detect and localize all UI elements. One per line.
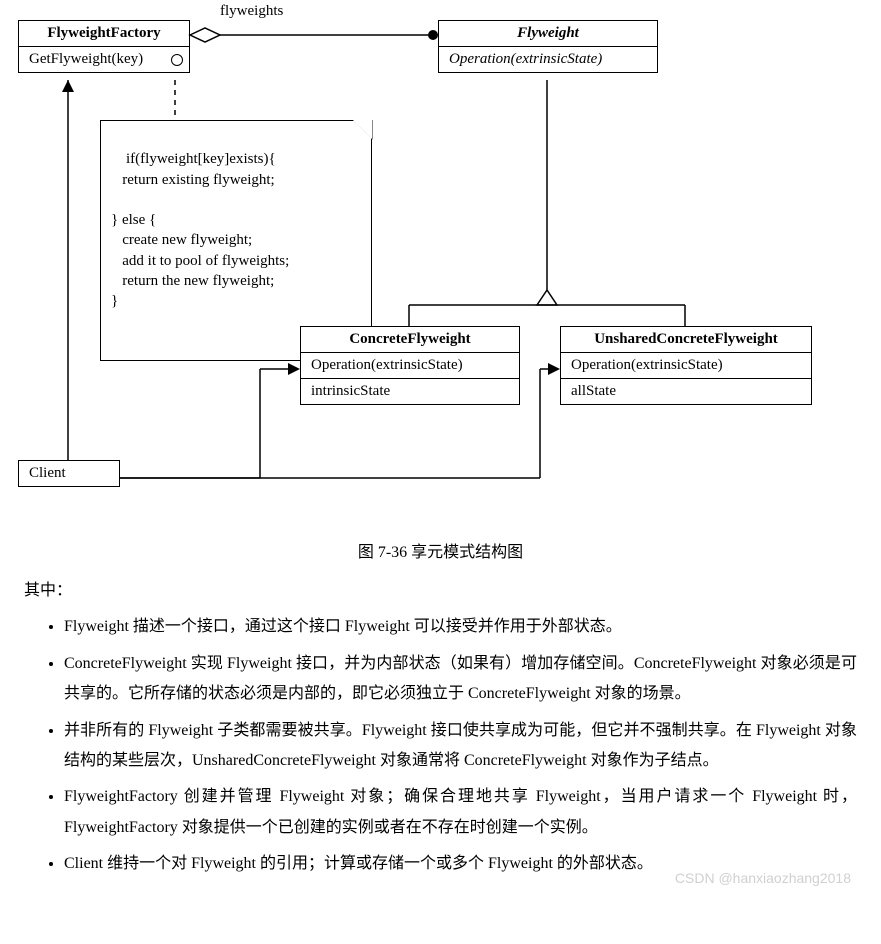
class-unsharedconcreteflyweight: UnsharedConcreteFlyweight Operation(extr…	[560, 326, 812, 405]
class-client: Client	[18, 460, 120, 487]
uml-diagram: FlyweightFactory GetFlyweight(key) Flywe…	[0, 0, 881, 530]
class-title: FlyweightFactory	[19, 21, 189, 47]
edge-client-factory	[62, 80, 74, 460]
figure-caption: 图 7-36 享元模式结构图	[0, 538, 881, 562]
bullet-item: ConcreteFlyweight 实现 Flyweight 接口，并为内部状态…	[64, 649, 857, 710]
class-title: UnsharedConcreteFlyweight	[561, 327, 811, 353]
class-method: Operation(extrinsicState)	[439, 47, 657, 72]
lollipop-icon	[171, 54, 183, 66]
bullet-item: FlyweightFactory 创建并管理 Flyweight 对象；确保合理…	[64, 782, 857, 843]
lead-text: 其中：	[24, 576, 857, 606]
association-label: flyweights	[220, 3, 283, 20]
note-text: if(flyweight[key]exists){ return existin…	[111, 151, 289, 309]
bullet-item: 并非所有的 Flyweight 子类都需要被共享。Flyweight 接口使共享…	[64, 716, 857, 777]
description-text: 其中： Flyweight 描述一个接口，通过这个接口 Flyweight 可以…	[0, 576, 881, 898]
bullet-list: Flyweight 描述一个接口，通过这个接口 Flyweight 可以接受并作…	[24, 612, 857, 879]
uml-note: if(flyweight[key]exists){ return existin…	[100, 120, 372, 361]
method-text: GetFlyweight(key)	[29, 51, 143, 67]
class-concreteflyweight: ConcreteFlyweight Operation(extrinsicSta…	[300, 326, 520, 405]
edge-inheritance	[409, 80, 685, 326]
class-flyweightfactory: FlyweightFactory GetFlyweight(key)	[18, 20, 190, 73]
class-method: Operation(extrinsicState)	[561, 353, 811, 379]
bullet-item: Flyweight 描述一个接口，通过这个接口 Flyweight 可以接受并作…	[64, 612, 857, 642]
note-fold-icon	[353, 120, 373, 140]
edge-client-concrete	[120, 363, 300, 478]
class-attr: allState	[561, 379, 811, 404]
class-method: Operation(extrinsicState)	[301, 353, 519, 379]
edge-aggregation	[190, 28, 438, 42]
bullet-item: Client 维持一个对 Flyweight 的引用；计算或存储一个或多个 Fl…	[64, 849, 857, 879]
class-method: GetFlyweight(key)	[19, 47, 189, 72]
class-flyweight: Flyweight Operation(extrinsicState)	[438, 20, 658, 73]
class-title: ConcreteFlyweight	[301, 327, 519, 353]
class-title: Client	[19, 461, 119, 486]
class-title: Flyweight	[439, 21, 657, 47]
class-attr: intrinsicState	[301, 379, 519, 404]
